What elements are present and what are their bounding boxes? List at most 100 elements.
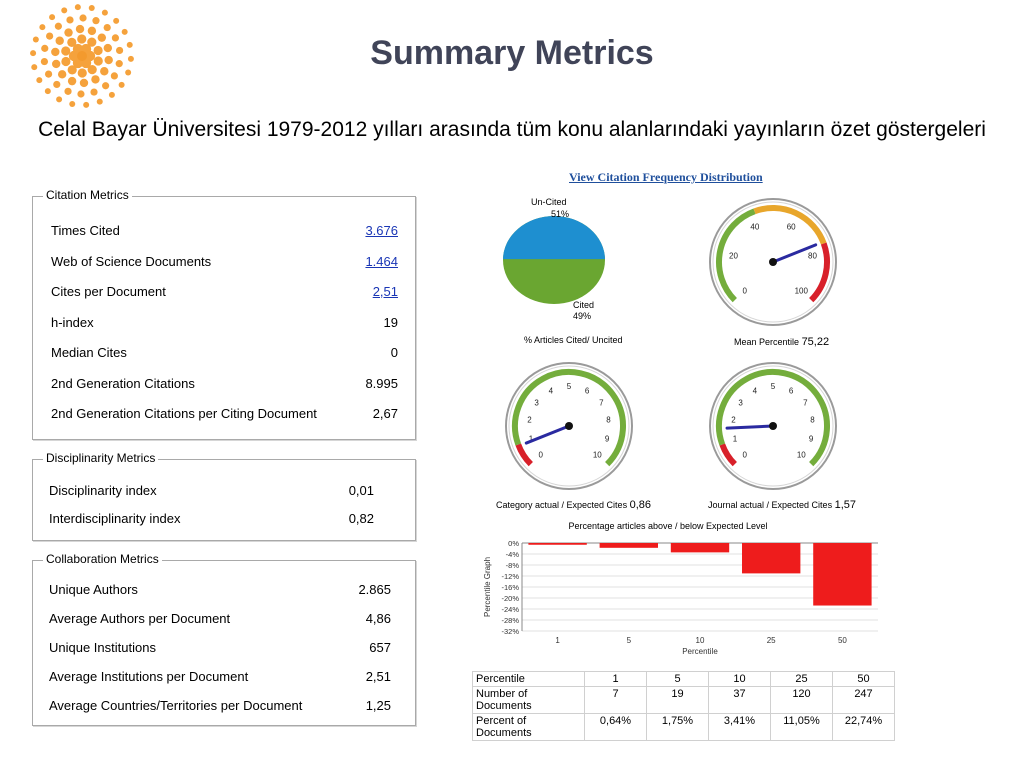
- logo-dot: [69, 101, 76, 108]
- citation-metric-label: Median Cites: [51, 345, 127, 360]
- category-actual-caption-label: Category actual / Expected Cites: [496, 500, 628, 510]
- bar-chart-xtick: 5: [627, 636, 632, 645]
- collaboration-metric-row: Unique Institutions 657: [33, 638, 415, 658]
- logo-dot: [61, 7, 68, 14]
- percentile-table-cell: 120: [770, 686, 833, 714]
- gauge-tick-label: 60: [787, 222, 796, 231]
- gauge-tick-label: 2: [731, 416, 736, 425]
- logo-dot: [118, 81, 125, 88]
- percentile-table-row: Number of Documents 7 19 37 120 247: [472, 686, 895, 714]
- pie-uncited-pct: 51%: [551, 209, 570, 219]
- citation-metric-row: Times Cited 3.676: [33, 221, 415, 241]
- percentile-table-cell: 0,64%: [584, 713, 647, 741]
- logo-dot: [87, 26, 97, 36]
- percentile-table-row: Percent of Documents 0,64% 1,75% 3,41% 11,05…: [472, 713, 895, 741]
- bar-chart-title: Percentage articles above / below Expect…: [568, 521, 767, 531]
- gauge-tick-label: 0: [538, 450, 543, 459]
- logo-dot: [96, 98, 103, 105]
- logo-dot: [103, 43, 113, 53]
- citation-metric-value[interactable]: 1.464: [365, 253, 398, 269]
- mean-percentile-caption-label: Mean Percentile: [734, 337, 800, 347]
- page-subtitle: Celal Bayar Üniversitesi 1979-2012 yılla…: [38, 118, 986, 141]
- percentile-table-cell: 50: [832, 671, 895, 687]
- gauge-band-green: [512, 369, 626, 467]
- logo-dot: [61, 56, 71, 67]
- logo-dot: [57, 70, 67, 79]
- logo-dot: [51, 47, 60, 57]
- pie-caption: % Articles Cited/ Uncited: [524, 335, 623, 345]
- gauge-tick-label: 1: [529, 434, 534, 443]
- citation-metric-label: 2nd Generation Citations: [51, 375, 195, 391]
- logo-dot: [108, 91, 115, 98]
- gauge-tick-label: 9: [605, 434, 610, 443]
- journal-actual-caption-label: Journal actual / Expected Cites: [708, 500, 833, 510]
- logo-dot: [44, 70, 53, 78]
- gauge-needle: [771, 243, 818, 264]
- citation-metric-label: Times Cited: [51, 223, 120, 238]
- logo-icon: [30, 4, 134, 108]
- gauge-tick-label: 80: [808, 252, 817, 261]
- bar-chart-xlabel: Percentile: [682, 647, 718, 656]
- logo-dot: [51, 59, 61, 69]
- gauge-tick-label: 8: [810, 416, 815, 425]
- logo-dot: [88, 4, 95, 11]
- logo-dot: [64, 87, 72, 95]
- logo-dot: [46, 32, 54, 40]
- citation-metric-value: 2,67: [372, 406, 398, 421]
- citation-metrics-title: Citation Metrics: [43, 188, 132, 202]
- citation-metric-label: Cites per Document: [51, 284, 166, 299]
- view-citation-frequency-link[interactable]: View Citation Frequency Distribution: [569, 170, 763, 184]
- bar-chart-ytick: 0%: [508, 539, 519, 548]
- category-actual-caption: Category actual / Expected Cites 0,86: [496, 499, 651, 511]
- citation-metric-value: 0: [390, 345, 398, 360]
- logo-dot: [32, 36, 39, 43]
- bar-chart-xtick: 25: [767, 636, 776, 645]
- percentile-table: Percentile 1 5 10 25 50 Number of Documents 7 19…: [472, 671, 895, 741]
- logo-dot: [77, 51, 87, 61]
- percentile-table-cell: 247: [832, 686, 895, 714]
- logo-dot: [77, 68, 87, 78]
- gauge-tick-label: 7: [803, 398, 808, 407]
- logo-dot: [90, 88, 98, 96]
- citation-metric-value[interactable]: 2,51: [372, 284, 398, 299]
- bar-chart-bar: [528, 543, 587, 545]
- logo-dot: [49, 14, 56, 21]
- citation-metric-value[interactable]: 3.676: [365, 223, 398, 238]
- logo-dot: [93, 45, 103, 56]
- gauge-band-red: [808, 242, 830, 303]
- collaboration-metric-value: 2,51: [365, 669, 391, 684]
- collaboration-metric-label: Unique Authors: [49, 582, 138, 597]
- logo-dot: [64, 28, 73, 37]
- gauge-hub: [769, 422, 777, 430]
- disciplinarity-metric-value: 0,82: [348, 511, 374, 526]
- gauge-band-red: [515, 443, 534, 467]
- percentile-table-cell: 37: [708, 686, 771, 714]
- logo-dot: [75, 24, 85, 34]
- pie-uncited-label: Un-Cited: [531, 197, 567, 207]
- logo-dot: [104, 55, 113, 65]
- gauge-tick-label: 6: [585, 386, 590, 395]
- bar-chart-bar: [599, 543, 658, 548]
- gauge-tick-label: 20: [729, 252, 738, 261]
- bar-chart-ytick: -32%: [501, 627, 519, 636]
- bar-chart-ylabel: Percentile Graph: [483, 557, 492, 617]
- gauge-needle: [524, 424, 571, 445]
- gauge-tick-label: 1: [733, 434, 738, 443]
- logo-dot: [115, 46, 124, 55]
- percentile-table-cell: 3,41%: [708, 713, 771, 741]
- percentile-bar-chart: Percentage articles above / below Expect…: [483, 521, 878, 656]
- logo-dot: [67, 65, 77, 75]
- bar-chart-ytick: -16%: [501, 583, 519, 592]
- disciplinarity-metric-label: Interdisciplinarity index: [49, 511, 181, 526]
- logo-dot: [39, 24, 46, 31]
- collaboration-metric-row: Average Countries/Territories per Docume…: [33, 696, 415, 716]
- collaboration-metric-row: Unique Authors 2.865: [33, 580, 415, 600]
- logo-dot: [83, 101, 90, 108]
- percentile-table-cell: 25: [770, 671, 833, 687]
- gauge-tick-label: 7: [599, 398, 604, 407]
- logo-dot: [79, 78, 89, 88]
- citation-metric-value: 8.995: [365, 375, 398, 391]
- logo-dot: [77, 90, 85, 98]
- collaboration-metric-label: Average Authors per Document: [49, 611, 231, 626]
- percentile-table-cell: 22,74%: [832, 713, 895, 741]
